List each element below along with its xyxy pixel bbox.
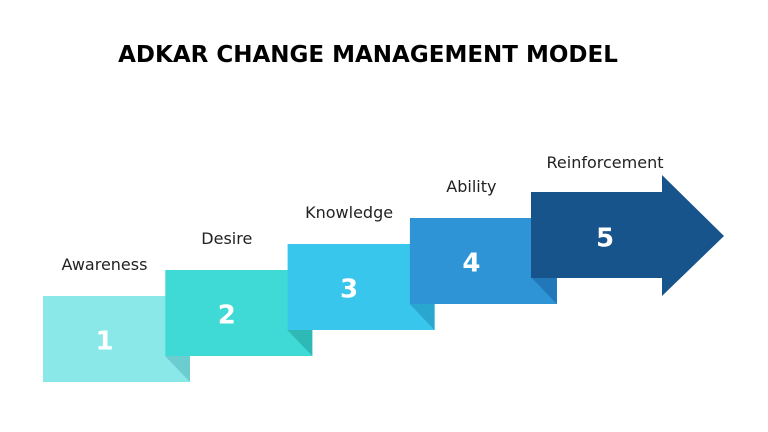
step-fold: [409, 304, 435, 330]
step-label: Desire: [201, 229, 252, 248]
title: ADKAR CHANGE MANAGEMENT MODEL: [118, 42, 618, 68]
step-label: Knowledge: [305, 203, 393, 222]
step-fold: [287, 330, 313, 356]
step-label: Reinforcement: [547, 153, 664, 172]
step-arrow: [531, 175, 724, 296]
step-number: 4: [462, 249, 480, 279]
step-label: Awareness: [62, 255, 148, 274]
step-number: 5: [596, 224, 614, 254]
step-number: 3: [340, 275, 358, 305]
step-number: 2: [218, 301, 236, 331]
step-number: 1: [95, 327, 113, 357]
step-fold: [165, 356, 190, 382]
step-label: Ability: [446, 177, 496, 196]
step-fold: [531, 278, 557, 304]
